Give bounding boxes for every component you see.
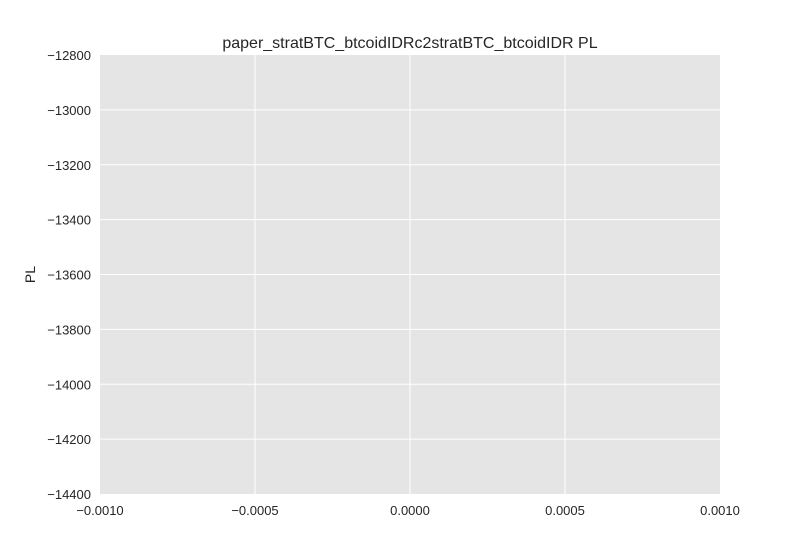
- y-tick-label: −13000: [47, 103, 91, 118]
- y-tick-label: −13400: [47, 213, 91, 228]
- y-tick-label: −14200: [47, 432, 91, 447]
- y-axis-label: PL: [22, 266, 38, 283]
- y-tick-label: −13800: [47, 322, 91, 337]
- x-tick-label: 0.0005: [545, 503, 585, 518]
- y-tick-label: −13200: [47, 158, 91, 173]
- y-tick-label: −12800: [47, 48, 91, 63]
- y-tick-label: −14400: [47, 487, 91, 502]
- x-tick-label: 0.0010: [700, 503, 740, 518]
- y-tick-label: −13600: [47, 268, 91, 283]
- x-tick-label: −0.0010: [76, 503, 123, 518]
- x-axis-ticks: −0.0010 −0.0005 0.0000 0.0005 0.0010: [76, 503, 740, 518]
- x-tick-label: 0.0000: [390, 503, 430, 518]
- grid-lines: [100, 55, 720, 494]
- y-tick-label: −14000: [47, 377, 91, 392]
- y-axis-ticks: −12800 −13000 −13200 −13400 −13600 −13800 −140…: [47, 48, 91, 502]
- chart-title: paper_stratBTC_btcoidIDRc2stratBTC_btcoi…: [222, 35, 597, 52]
- x-tick-label: −0.0005: [231, 503, 278, 518]
